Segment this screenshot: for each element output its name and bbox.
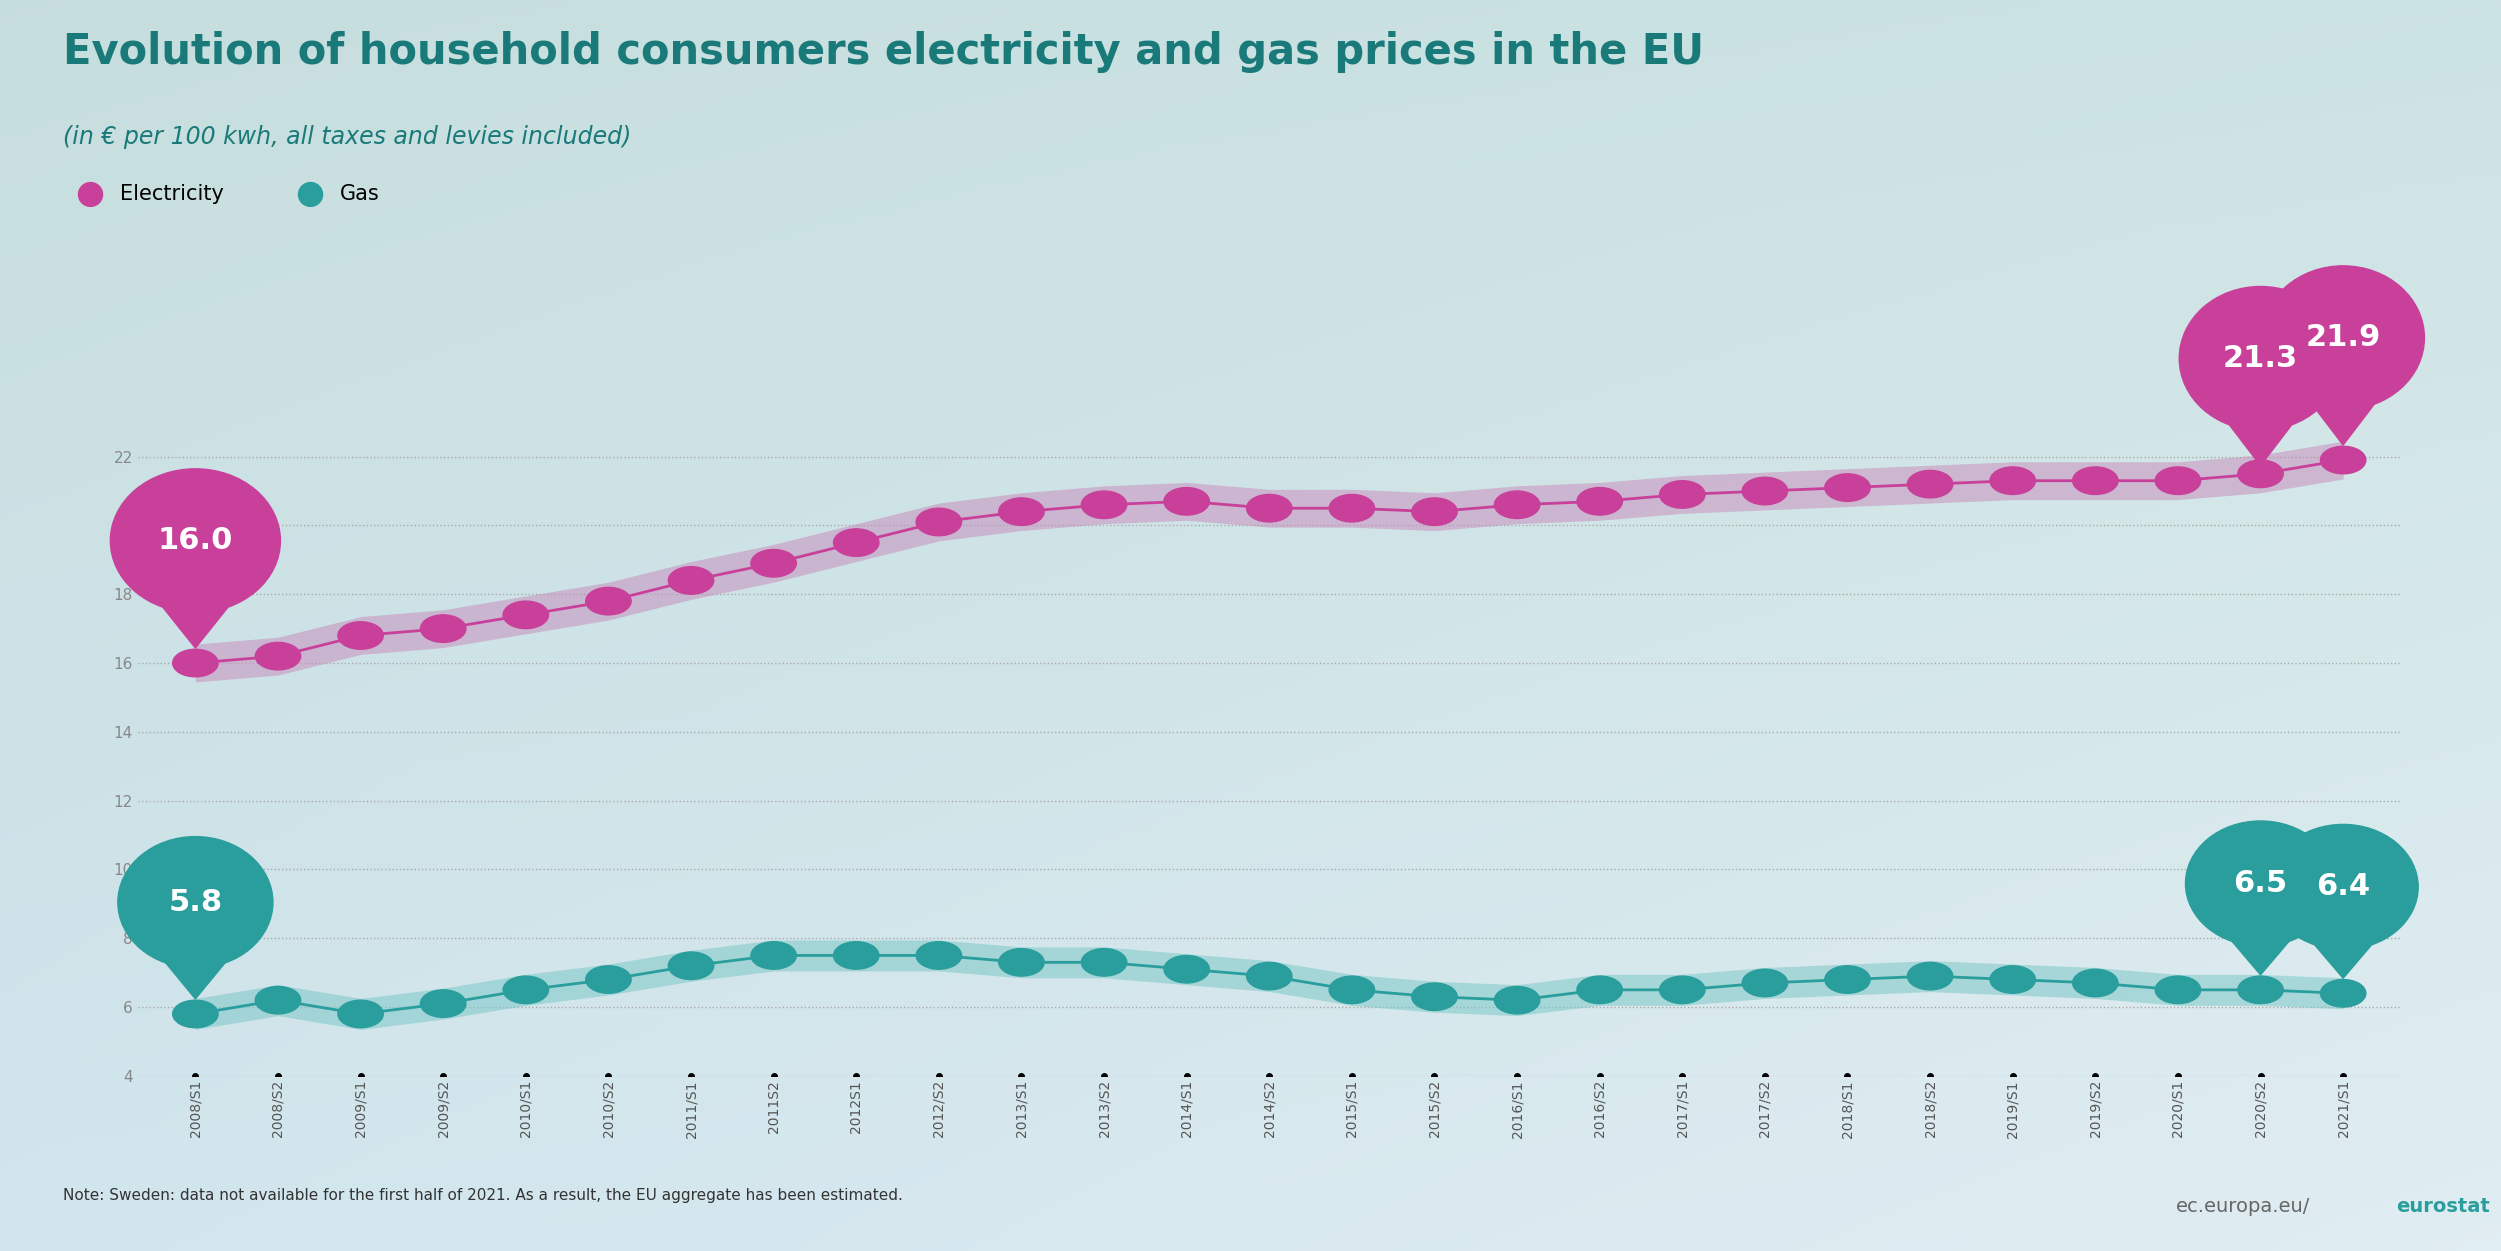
Text: eurostat: eurostat xyxy=(2396,1197,2488,1216)
Ellipse shape xyxy=(420,990,465,1017)
Ellipse shape xyxy=(1578,976,1623,1003)
Text: 6.4: 6.4 xyxy=(2316,872,2371,902)
Ellipse shape xyxy=(1080,948,1128,976)
Ellipse shape xyxy=(503,602,548,628)
Ellipse shape xyxy=(1661,480,1706,508)
Ellipse shape xyxy=(173,649,218,677)
Ellipse shape xyxy=(1578,488,1623,515)
Text: Evolution of household consumers electricity and gas prices in the EU: Evolution of household consumers electri… xyxy=(63,31,1703,74)
Ellipse shape xyxy=(668,952,713,980)
Ellipse shape xyxy=(1163,488,1210,515)
Ellipse shape xyxy=(1743,970,1788,997)
Ellipse shape xyxy=(585,966,630,993)
Ellipse shape xyxy=(503,976,548,1003)
Ellipse shape xyxy=(1496,490,1541,518)
Ellipse shape xyxy=(1080,490,1128,518)
Ellipse shape xyxy=(998,948,1043,976)
Ellipse shape xyxy=(1826,474,1871,502)
Ellipse shape xyxy=(1991,966,2036,993)
Ellipse shape xyxy=(420,614,465,643)
Text: 21.9: 21.9 xyxy=(2306,323,2381,353)
Ellipse shape xyxy=(833,942,878,970)
Ellipse shape xyxy=(255,643,300,671)
Ellipse shape xyxy=(1908,962,1953,990)
Ellipse shape xyxy=(1245,962,1293,990)
Ellipse shape xyxy=(2073,467,2118,494)
Text: ec.europa.eu/: ec.europa.eu/ xyxy=(2176,1197,2311,1216)
Ellipse shape xyxy=(1991,467,2036,494)
Ellipse shape xyxy=(585,587,630,614)
Ellipse shape xyxy=(998,498,1043,525)
Ellipse shape xyxy=(255,986,300,1013)
Ellipse shape xyxy=(915,942,960,970)
Ellipse shape xyxy=(2156,467,2201,494)
Ellipse shape xyxy=(173,1001,218,1028)
Ellipse shape xyxy=(668,567,713,594)
Ellipse shape xyxy=(1328,976,1376,1003)
Ellipse shape xyxy=(1743,477,1788,504)
Ellipse shape xyxy=(2156,976,2201,1003)
Ellipse shape xyxy=(750,942,795,970)
Ellipse shape xyxy=(1661,976,1706,1003)
Text: Electricity: Electricity xyxy=(120,184,225,204)
Ellipse shape xyxy=(915,508,960,535)
Ellipse shape xyxy=(1411,498,1458,525)
Ellipse shape xyxy=(2321,447,2366,474)
Text: ●: ● xyxy=(295,178,325,210)
Ellipse shape xyxy=(2321,980,2366,1007)
Ellipse shape xyxy=(2073,970,2118,997)
Ellipse shape xyxy=(1245,494,1293,522)
Text: Gas: Gas xyxy=(340,184,380,204)
Ellipse shape xyxy=(1163,956,1210,983)
Ellipse shape xyxy=(2238,460,2283,488)
Text: 6.5: 6.5 xyxy=(2233,869,2288,898)
Ellipse shape xyxy=(1826,966,1871,993)
Ellipse shape xyxy=(1496,986,1541,1013)
Text: (in € per 100 kwh, all taxes and levies included): (in € per 100 kwh, all taxes and levies … xyxy=(63,125,630,149)
Ellipse shape xyxy=(2238,976,2283,1003)
Ellipse shape xyxy=(338,1001,383,1028)
Ellipse shape xyxy=(833,529,878,557)
Text: ●: ● xyxy=(75,178,105,210)
Ellipse shape xyxy=(1908,470,1953,498)
Ellipse shape xyxy=(338,622,383,649)
Text: 21.3: 21.3 xyxy=(2223,344,2298,373)
Text: Note: Sweden: data not available for the first half of 2021. As a result, the EU: Note: Sweden: data not available for the… xyxy=(63,1188,903,1203)
Text: 5.8: 5.8 xyxy=(168,888,223,917)
Ellipse shape xyxy=(1328,494,1376,522)
Ellipse shape xyxy=(1411,983,1458,1011)
Ellipse shape xyxy=(750,549,795,577)
Text: 16.0: 16.0 xyxy=(158,527,233,555)
